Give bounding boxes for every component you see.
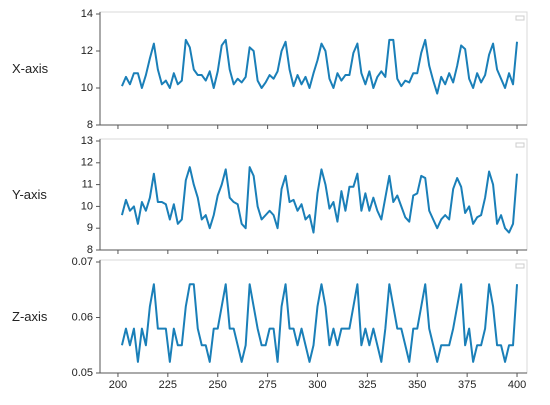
y-tick-label: 14 <box>81 8 93 20</box>
y-axis-label: X-axis <box>12 61 49 76</box>
y-tick-label: 13 <box>81 135 93 147</box>
x-tick-label: 375 <box>458 379 476 391</box>
x-tick-label: 225 <box>159 379 177 391</box>
data-line <box>121 38 519 95</box>
y-tick-label: 0.07 <box>72 256 93 268</box>
y-tick-label: 12 <box>81 157 93 169</box>
data-line <box>120 166 519 234</box>
x-tick-label: 325 <box>358 379 376 391</box>
x-tick-label: 300 <box>308 379 326 391</box>
y-tick-label: 9 <box>87 222 93 234</box>
y-tick-label: 8 <box>87 119 93 131</box>
x-tick-label: 275 <box>258 379 276 391</box>
legend-box <box>515 263 525 269</box>
x-tick-label: 400 <box>508 379 526 391</box>
x-tick-label: 200 <box>109 379 127 391</box>
y-tick-label: 10 <box>81 82 93 94</box>
y-tick-label: 10 <box>81 200 93 212</box>
y-tick-label: 0.06 <box>72 311 93 323</box>
data-line <box>120 283 519 363</box>
y-axis-label: Y-axis <box>12 187 47 202</box>
x-tick-label: 350 <box>408 379 426 391</box>
y-axis-label: Z-axis <box>12 309 48 324</box>
y-tick-label: 11 <box>82 179 93 191</box>
legend-box <box>515 15 525 21</box>
y-tick-label: 8 <box>87 244 93 256</box>
x-tick-label: 250 <box>209 379 227 391</box>
y-tick-label: 12 <box>81 45 93 57</box>
plot-frame <box>99 11 528 126</box>
y-tick-label: 0.05 <box>72 367 93 379</box>
legend-box <box>515 142 525 148</box>
